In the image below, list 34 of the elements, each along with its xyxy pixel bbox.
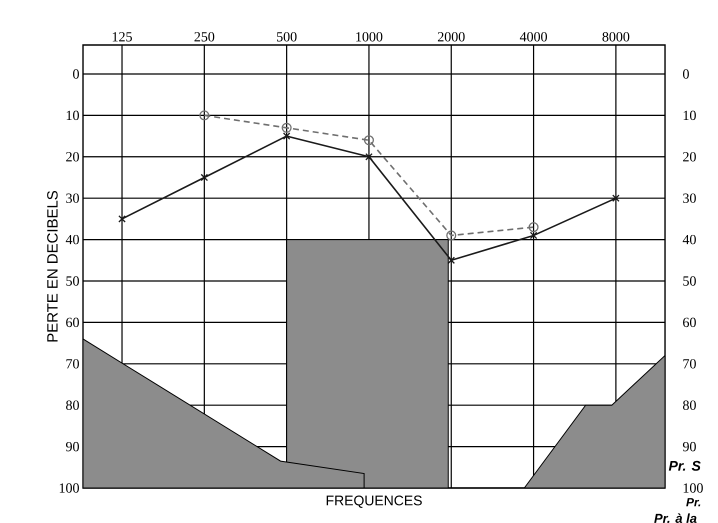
- y-tick-label: 60: [66, 318, 79, 328]
- x-tick-label: 8000: [602, 32, 630, 42]
- text: Pr. à la: [654, 513, 697, 523]
- y-tick-label: 100: [60, 483, 79, 493]
- y2-tick-label: 90: [682, 442, 696, 452]
- y2-tick-label: 10: [684, 110, 696, 120]
- x-axis-title: FREQUENCES: [326, 496, 422, 508]
- text: Pr.: [686, 498, 700, 506]
- x-tick-label: 4000: [520, 32, 547, 42]
- y2-tick-label: 0: [683, 69, 689, 79]
- text: Pr. S: [668, 460, 701, 471]
- y2-tick-label: 40: [682, 234, 696, 244]
- y-tick-label: 70: [66, 359, 79, 369]
- y-tick-label: 10: [66, 110, 79, 120]
- y2-tick-label: 70: [683, 359, 696, 369]
- y-tick-label: 90: [66, 442, 79, 452]
- y2-tick-label: 60: [683, 318, 696, 328]
- y-tick-label: 40: [66, 234, 79, 244]
- y-tick-label: 20: [66, 152, 79, 162]
- y2-tick-label: 80: [683, 400, 696, 410]
- y-tick-label: 0: [73, 69, 79, 79]
- y-tick-label: 30: [66, 193, 79, 203]
- y2-tick-label: 100: [684, 483, 703, 493]
- x-tick-label: 125: [112, 32, 132, 42]
- y-axis-title: PERTE EN DECIBELS: [47, 190, 58, 342]
- y2-tick-label: 50: [683, 276, 696, 286]
- x-tick-label: 1000: [356, 32, 382, 42]
- y2-tick-label: 20: [683, 152, 696, 162]
- y-tick-label: 80: [66, 400, 79, 410]
- y-tick-label: 50: [66, 276, 79, 286]
- y2-tick-label: 30: [683, 193, 696, 203]
- x-tick-label: 250: [194, 32, 214, 42]
- x-tick-label: 2000: [438, 32, 465, 42]
- x-tick-label: 500: [276, 32, 297, 42]
